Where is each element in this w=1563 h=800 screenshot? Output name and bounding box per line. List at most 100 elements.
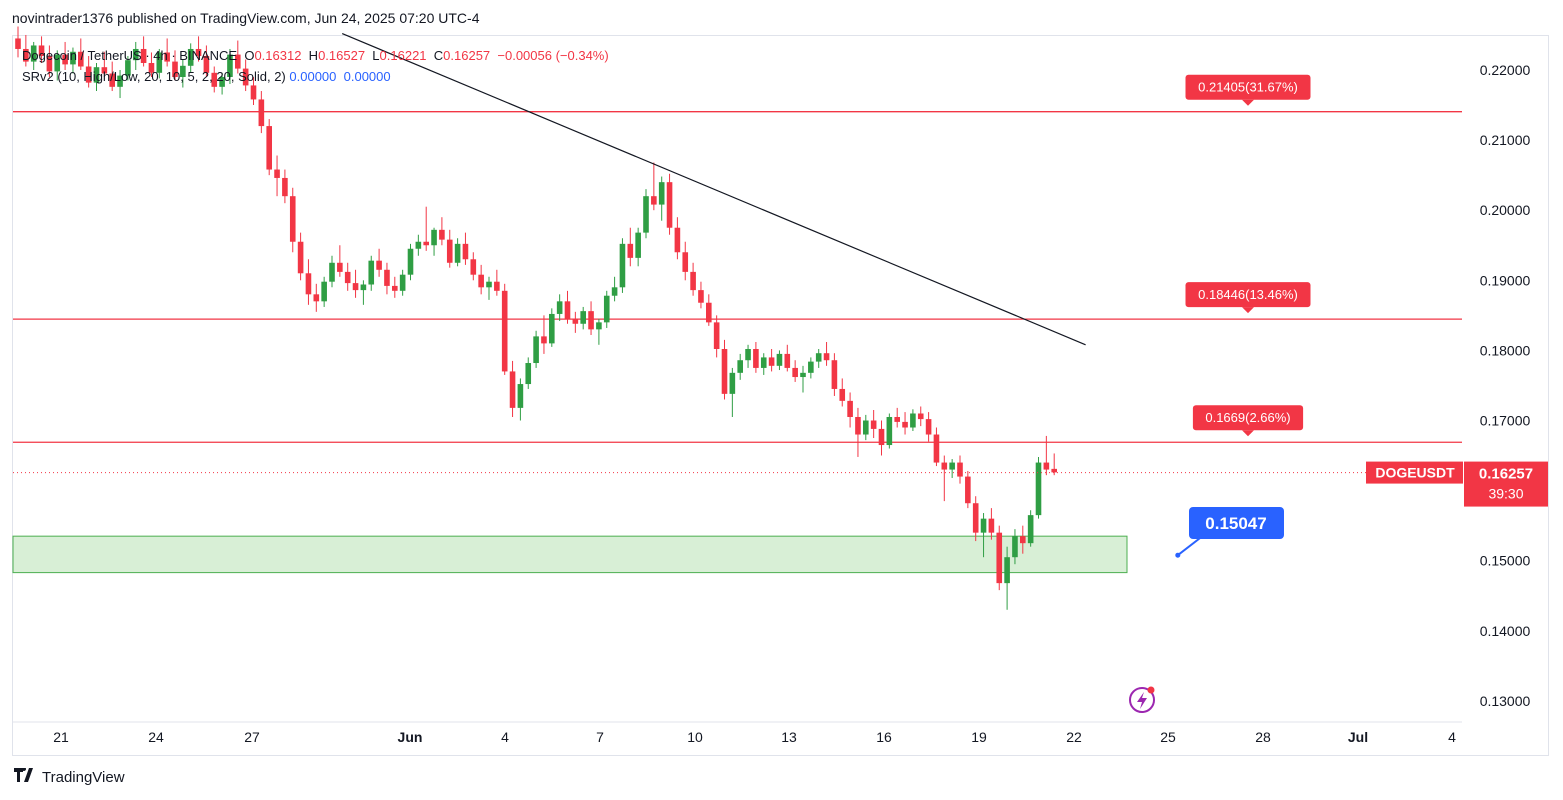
candle-body (164, 52, 170, 62)
candle-body (729, 372, 736, 394)
candle-body (431, 229, 437, 246)
candle-body (815, 353, 822, 362)
candle-body (823, 353, 830, 361)
tradingview-logo-icon (14, 767, 38, 786)
candle-body (698, 290, 704, 303)
candle-body (109, 73, 115, 87)
candle-body (1035, 462, 1042, 516)
time-tick-label: 22 (1066, 729, 1082, 745)
candle-body (596, 322, 602, 330)
candle-body (337, 262, 343, 272)
candle-body (690, 271, 696, 291)
symbol-price-tag (1366, 461, 1463, 484)
candle-body (415, 241, 422, 249)
candle-body (549, 313, 555, 344)
candle-body (321, 281, 327, 302)
candle-body (376, 260, 382, 270)
candle-body (360, 284, 367, 291)
symbol-price-tag-label: DOGEUSDT (1375, 465, 1455, 481)
candle-body (62, 54, 68, 65)
candle-body (572, 318, 579, 324)
support-zone-rect (12, 535, 1128, 574)
level-label: 0.18446(13.46%) (1198, 287, 1298, 302)
candle-body (101, 67, 108, 74)
candle-body (768, 357, 775, 366)
candle-body (745, 348, 751, 361)
candle-body (721, 348, 728, 394)
footer-brand[interactable]: TradingView (14, 767, 125, 786)
candle-body (219, 77, 225, 87)
candle-body (227, 54, 233, 78)
candle-body (706, 302, 712, 323)
callout-anchor (1175, 552, 1181, 558)
time-tick-label: 4 (501, 729, 509, 745)
candle-body (800, 372, 806, 378)
candle-body (211, 72, 218, 87)
candle-body (297, 241, 304, 274)
candle-body (760, 357, 767, 368)
candle-body (242, 68, 249, 86)
candle-body (140, 48, 147, 63)
price-axis[interactable]: 0.22000 0.21000 0.20000 0.19000 0.18000 0.170… (1480, 62, 1531, 709)
candle-body (462, 243, 469, 260)
candle-body (70, 51, 76, 65)
candle-body (509, 371, 516, 408)
candle-body (85, 66, 92, 83)
price-tick-label: 0.21000 (1480, 132, 1531, 148)
lightning-icon-ring (1129, 687, 1155, 713)
candle-body (988, 518, 995, 533)
symbol-title[interactable]: Dogecoin / TetherUS · 4h · BINANCE (22, 48, 238, 63)
candle-body (847, 400, 853, 417)
candle-body (30, 45, 37, 62)
candle-body (125, 60, 131, 76)
support-zone (12, 535, 1128, 574)
candle-body (305, 273, 312, 295)
candle-body (258, 99, 265, 127)
candle-body (972, 503, 979, 533)
candle-body (329, 262, 335, 282)
candle-body (839, 388, 846, 401)
level-label-pointer (1242, 430, 1254, 437)
candle-body (525, 363, 532, 385)
candle-body (556, 301, 563, 314)
candle-body (78, 51, 84, 67)
candle-body (93, 67, 100, 83)
price-tick-label: 0.19000 (1480, 272, 1531, 288)
chart-legend: Dogecoin / TetherUS · 4h · BINANCE O0.16… (22, 45, 609, 87)
trendline (341, 32, 1086, 346)
time-tick-label: 4 (1448, 729, 1456, 745)
candle-body (289, 196, 296, 242)
candle-body (643, 196, 649, 233)
candle-body (902, 421, 908, 428)
level-label-box (1192, 405, 1304, 431)
candle-body (541, 336, 547, 344)
candle-body (54, 54, 61, 72)
callout-box (1189, 507, 1284, 539)
lightning-icon-dot (1147, 686, 1155, 694)
candle-body (894, 416, 900, 422)
close-value: 0.16257 (443, 48, 491, 63)
candle-body (808, 361, 814, 373)
candle-body (957, 462, 963, 477)
indicator-name[interactable]: SRv2 (10, High/Low, 20, 10, 5, 2, 20, So… (22, 69, 286, 84)
price-tick-label: 0.20000 (1480, 202, 1531, 218)
candle-body (486, 281, 492, 288)
candle-body (23, 48, 29, 62)
lightning-icon (1129, 686, 1155, 713)
candle-body (454, 243, 461, 263)
close-label: C (433, 48, 444, 63)
candle-body (674, 227, 681, 253)
candle-body (737, 360, 743, 373)
price-tick-label: 0.14000 (1480, 623, 1531, 639)
candle-body (368, 260, 375, 285)
indicator-value-2: 0.00000 (343, 69, 391, 84)
publish-header: novintrader1376 published on TradingView… (12, 10, 480, 26)
candle-body (392, 285, 398, 291)
last-price-tag (1464, 461, 1548, 507)
time-tick-label: Jul (1348, 729, 1368, 745)
time-axis[interactable]: 21 24 27 Jun 4 7 10 13 16 19 22 25 28 Jul 4 (13, 721, 1462, 745)
candle-body (603, 295, 610, 323)
candle-body (187, 48, 194, 66)
candle-body (501, 290, 508, 372)
